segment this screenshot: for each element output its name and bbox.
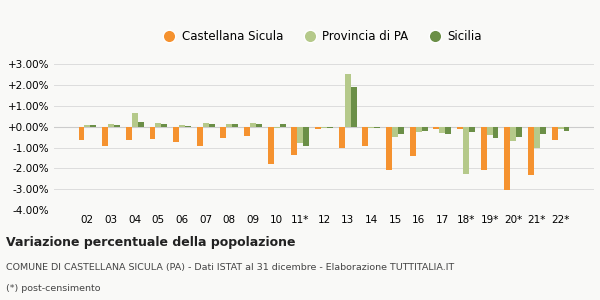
Bar xyxy=(362,127,368,146)
Bar xyxy=(516,127,522,137)
Bar xyxy=(220,127,226,138)
Bar xyxy=(398,127,404,134)
Bar xyxy=(410,127,416,156)
Bar xyxy=(511,127,516,141)
Bar xyxy=(493,127,499,138)
Bar xyxy=(552,127,557,140)
Bar xyxy=(232,124,238,127)
Bar xyxy=(540,127,546,134)
Bar xyxy=(557,127,563,129)
Bar xyxy=(386,127,392,170)
Bar xyxy=(161,124,167,127)
Bar xyxy=(149,127,155,139)
Bar xyxy=(345,74,350,127)
Bar xyxy=(439,127,445,133)
Bar xyxy=(469,127,475,132)
Bar xyxy=(505,127,511,190)
Bar xyxy=(374,127,380,128)
Bar xyxy=(350,87,356,127)
Bar xyxy=(298,127,303,143)
Bar xyxy=(256,124,262,127)
Bar xyxy=(126,127,132,140)
Bar xyxy=(185,126,191,127)
Bar xyxy=(108,124,114,127)
Bar xyxy=(173,127,179,142)
Bar xyxy=(463,127,469,174)
Bar xyxy=(339,127,345,148)
Bar xyxy=(321,127,327,128)
Legend: Castellana Sicula, Provincia di PA, Sicilia: Castellana Sicula, Provincia di PA, Sici… xyxy=(161,26,487,48)
Bar xyxy=(315,127,321,129)
Bar xyxy=(534,127,540,148)
Bar xyxy=(79,127,85,140)
Bar xyxy=(433,127,439,129)
Bar xyxy=(250,123,256,127)
Bar xyxy=(132,113,137,127)
Text: COMUNE DI CASTELLANA SICULA (PA) - Dati ISTAT al 31 dicembre - Elaborazione TUTT: COMUNE DI CASTELLANA SICULA (PA) - Dati … xyxy=(6,263,454,272)
Bar xyxy=(268,127,274,164)
Bar xyxy=(368,127,374,128)
Bar xyxy=(563,127,569,131)
Bar xyxy=(203,123,209,127)
Bar xyxy=(209,124,215,127)
Bar xyxy=(102,127,108,146)
Text: (*) post-censimento: (*) post-censimento xyxy=(6,284,101,293)
Bar xyxy=(274,127,280,128)
Bar xyxy=(91,125,96,127)
Bar xyxy=(303,127,309,146)
Bar xyxy=(137,122,143,127)
Bar xyxy=(280,124,286,127)
Bar xyxy=(85,125,91,127)
Bar xyxy=(114,125,120,127)
Bar xyxy=(392,127,398,137)
Bar xyxy=(155,123,161,127)
Bar xyxy=(292,127,298,155)
Bar xyxy=(244,127,250,136)
Bar xyxy=(487,127,493,135)
Bar xyxy=(197,127,203,146)
Bar xyxy=(226,124,232,127)
Text: Variazione percentuale della popolazione: Variazione percentuale della popolazione xyxy=(6,236,296,249)
Bar xyxy=(416,127,422,132)
Bar xyxy=(445,127,451,134)
Bar xyxy=(528,127,534,175)
Bar xyxy=(457,127,463,129)
Bar xyxy=(179,125,185,127)
Bar xyxy=(481,127,487,170)
Bar xyxy=(327,127,333,128)
Bar xyxy=(422,127,428,131)
